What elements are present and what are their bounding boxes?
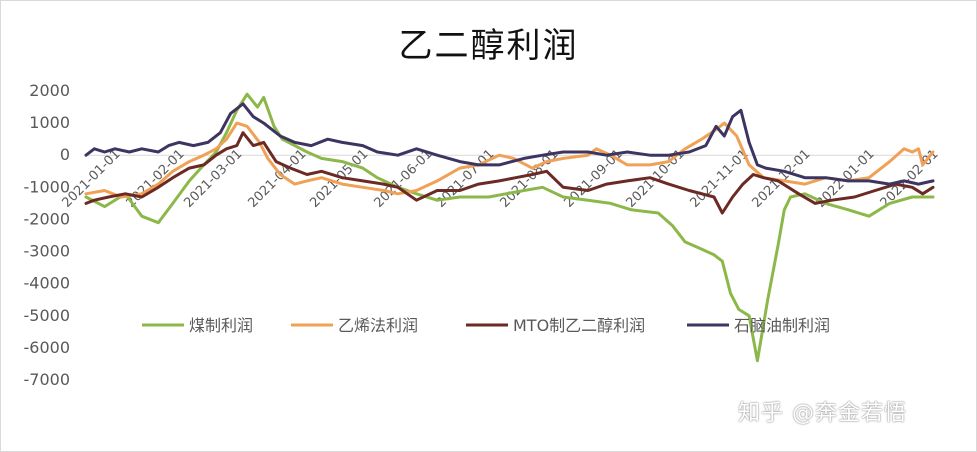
y-tick-label: 2000 <box>29 81 70 100</box>
legend-label: 乙烯法利润 <box>338 316 418 335</box>
x-tick-label: 2021-11-01 <box>688 147 752 211</box>
series-line-2 <box>84 131 935 215</box>
y-tick-label: -6000 <box>24 338 71 357</box>
legend-label: 煤制利润 <box>189 316 253 335</box>
y-tick-label: -2000 <box>24 209 71 228</box>
y-tick-label: 1000 <box>29 113 70 132</box>
x-tick-label: 2021-04-01 <box>245 147 309 211</box>
y-tick-label: 0 <box>60 145 70 164</box>
y-tick-label: -3000 <box>24 242 71 261</box>
x-tick-label: 2022-02-01 <box>878 147 942 211</box>
legend-label: 石脑油制利润 <box>734 316 830 335</box>
x-tick-label: 2021-02-01 <box>124 147 188 211</box>
watermark-text: 知乎 @奔金若悟 <box>738 401 907 426</box>
series-lines <box>84 92 935 363</box>
y-tick-label: -7000 <box>24 370 71 389</box>
y-tick-label: -5000 <box>24 306 71 325</box>
y-tick-label: -4000 <box>24 274 71 293</box>
legend-label: MTO制乙二醇利润 <box>513 316 645 335</box>
chart-title: 乙二醇利润 <box>398 26 579 66</box>
series-line-0 <box>84 92 935 363</box>
series-line-3 <box>84 102 935 186</box>
y-tick-label: -1000 <box>24 177 71 196</box>
series-line-1 <box>84 121 935 199</box>
y-axis: 2000 1000 0 -1000 -2000 -3000 -4000 -5000 -6000 -… <box>24 81 933 389</box>
legend: 煤制利润 乙烯法利润 MTO制乙二醇利润 石脑油制利润 <box>142 316 830 335</box>
